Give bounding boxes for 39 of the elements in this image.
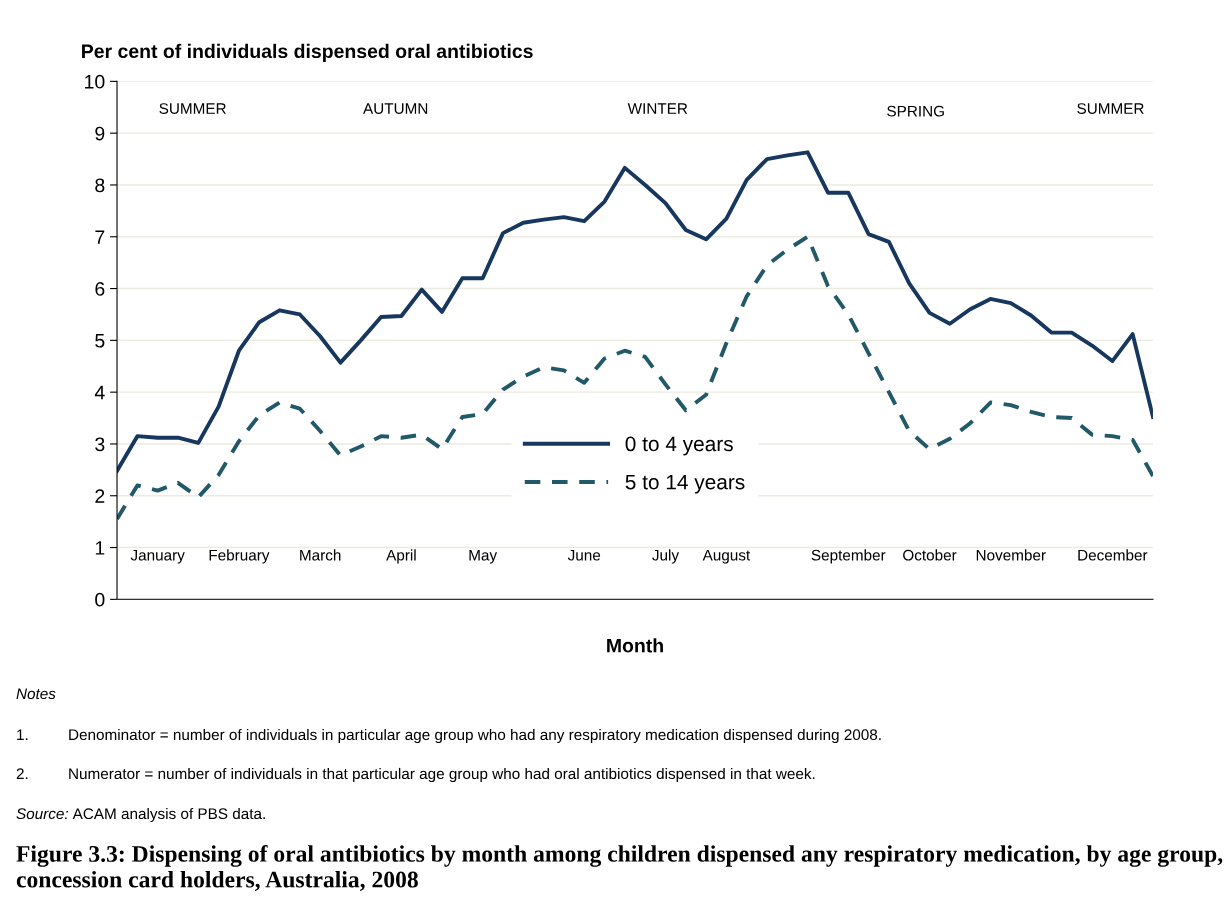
y-tick-label: 0 xyxy=(95,592,105,607)
y-tick-label: 8 xyxy=(95,178,105,193)
x-tick-label: March xyxy=(300,549,341,561)
x-tick-label: April xyxy=(386,549,416,564)
y-tick-label: 2 xyxy=(95,489,105,503)
x-tick-label: January xyxy=(130,549,185,564)
x-tick-label: November xyxy=(976,549,1046,561)
annotation: SUMMER xyxy=(1077,103,1144,114)
legend-label: 0 to 4 years xyxy=(625,436,733,456)
x-tick-label: December xyxy=(1078,549,1148,561)
x-tick-label: July xyxy=(652,549,680,564)
text: 2. Numerator = number of individuals in that particular age group who had oral antibiotics dispensed in that week. xyxy=(16,767,815,783)
text: Notes xyxy=(16,688,56,700)
y-tick-label: 4 xyxy=(94,385,105,400)
text: 1. Denominator = number of individuals in particular age group who had any respiratory medication dispensed during 2008. xyxy=(17,728,881,744)
annotation: SUMMER xyxy=(159,103,226,114)
text: Figure 3.3: Dispensing of oral antibiotics by month among children dispensed any respiratory medication, by age group, concession card holders, Australia, 2008 xyxy=(16,845,1223,891)
x-axis-title: Month xyxy=(607,638,663,653)
line-series xyxy=(117,150,1153,473)
y-tick-label: 6 xyxy=(95,282,105,296)
x-tick-label: May xyxy=(469,549,498,564)
x-tick-label: October xyxy=(903,549,957,561)
x-tick-label: August xyxy=(702,549,751,564)
y-tick-label: 5 xyxy=(95,334,105,348)
x-tick-label: June xyxy=(567,549,601,561)
source-note: Source: ACAM analysis of PBS data. xyxy=(16,807,265,823)
line-series xyxy=(117,234,1153,522)
annotation: SPRING xyxy=(887,105,944,117)
legend-label: 5 to 14 years xyxy=(625,474,745,494)
annotation: WINTER xyxy=(627,103,688,114)
annotation: AUTUMN xyxy=(363,103,428,114)
y-tick-label: 9 xyxy=(95,126,105,141)
y-tick-label: 1 xyxy=(95,541,105,555)
y-tick-label: 10 xyxy=(85,74,105,89)
y-tick-label: 7 xyxy=(95,230,105,244)
x-tick-label: September xyxy=(811,549,886,564)
x-tick-label: February xyxy=(209,549,270,564)
y-tick-label: 3 xyxy=(95,437,105,452)
y-axis-title: Per cent of individuals dispensed oral antibiotics xyxy=(82,43,533,62)
